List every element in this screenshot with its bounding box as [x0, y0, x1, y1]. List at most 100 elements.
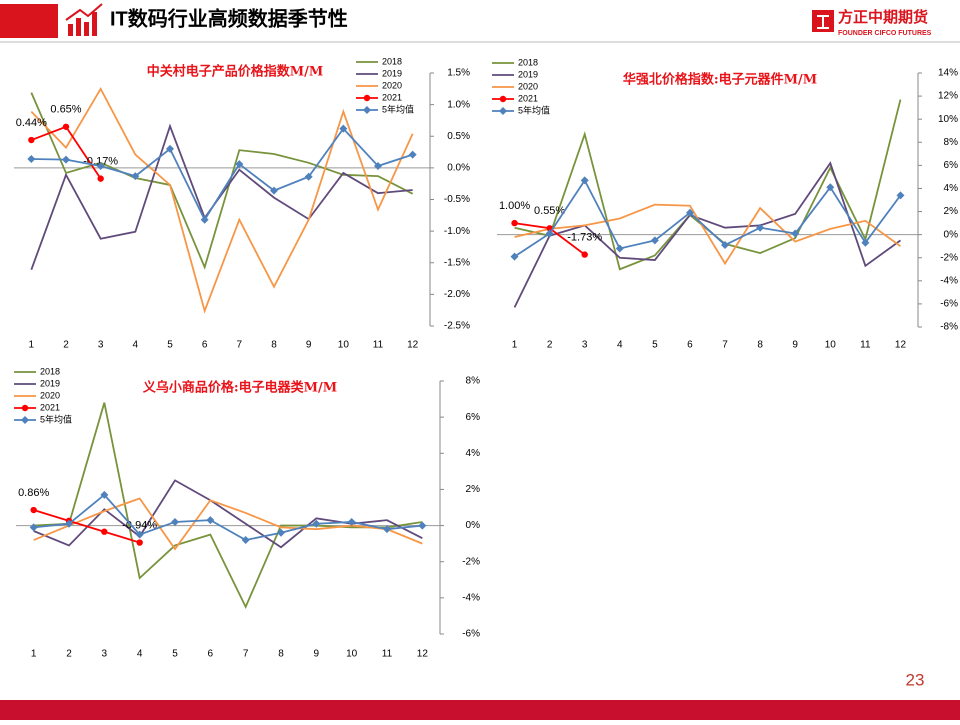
- marker: [383, 525, 391, 534]
- marker: [861, 238, 870, 247]
- y-tick-label: 6%: [466, 412, 481, 423]
- x-tick-label: 10: [338, 340, 350, 351]
- marker: [312, 519, 321, 528]
- marker: [200, 215, 209, 224]
- x-tick-label: 2: [66, 649, 72, 660]
- legend-label: 2018: [518, 57, 538, 67]
- marker: [131, 172, 140, 181]
- y-tick-label: 1.5%: [447, 68, 470, 79]
- x-tick-label: 12: [895, 340, 907, 351]
- legend-label: 2019: [40, 378, 60, 388]
- marker: [206, 516, 215, 525]
- legend-label: 2021: [518, 93, 538, 103]
- legend-label: 2020: [40, 390, 60, 400]
- y-tick-label: -2%: [462, 556, 480, 567]
- series-line: [514, 203, 901, 266]
- y-tick-label: 2%: [944, 206, 959, 217]
- marker: [28, 136, 35, 144]
- series-line: [514, 178, 902, 258]
- marker: [97, 175, 104, 182]
- x-tick-label: 3: [98, 340, 104, 351]
- y-tick-label: -1.0%: [444, 226, 470, 237]
- x-tick-label: 2: [63, 340, 69, 351]
- logo-glyph: [817, 15, 829, 29]
- y-tick-label: 8%: [944, 137, 959, 148]
- legend-label: 5年均值: [382, 103, 414, 114]
- x-tick-label: 4: [137, 649, 143, 660]
- y-tick-label: -2%: [940, 252, 958, 263]
- marker: [21, 404, 29, 412]
- marker: [347, 517, 356, 526]
- y-tick-label: 2%: [466, 484, 481, 495]
- marker: [29, 523, 38, 532]
- marker: [499, 95, 507, 103]
- x-tick-label: 6: [208, 649, 214, 660]
- marker: [339, 124, 348, 133]
- y-tick-label: -6%: [940, 299, 958, 310]
- y-tick-label: 1.0%: [447, 99, 470, 110]
- legend-label: 2021: [40, 402, 60, 412]
- series-line: [33, 402, 423, 610]
- marker: [581, 251, 588, 258]
- x-tick-label: 10: [346, 649, 358, 660]
- marker: [510, 252, 519, 261]
- legend-label: 2018: [382, 56, 402, 66]
- series-line: [33, 509, 140, 544]
- marker: [304, 172, 313, 181]
- marker: [650, 236, 659, 245]
- series-line: [30, 86, 414, 314]
- marker: [65, 519, 73, 528]
- y-tick-label: -8%: [940, 322, 958, 333]
- data-label: 1.00%: [499, 200, 530, 212]
- x-tick-label: 12: [417, 649, 429, 660]
- marker: [408, 150, 417, 159]
- y-tick-label: 0%: [466, 520, 481, 531]
- marker: [30, 506, 37, 514]
- x-tick-label: 11: [382, 649, 393, 660]
- marker: [499, 107, 507, 115]
- marker: [896, 191, 905, 200]
- x-tick-label: 4: [617, 340, 623, 351]
- x-tick-label: 9: [314, 649, 320, 660]
- marker: [100, 490, 109, 499]
- x-tick-label: 12: [407, 340, 419, 351]
- marker: [241, 536, 250, 545]
- data-label: 0.86%: [18, 487, 49, 499]
- x-tick-label: 3: [582, 340, 588, 351]
- marker: [363, 94, 371, 102]
- legend-label: 2020: [382, 80, 402, 90]
- data-label: 0.55%: [534, 205, 565, 217]
- legend-label: 2018: [40, 366, 60, 376]
- marker: [62, 123, 70, 130]
- marker: [21, 416, 29, 424]
- marker: [363, 106, 371, 114]
- marker: [756, 223, 765, 232]
- legend-label: 2020: [518, 81, 538, 91]
- header-icon: [65, 3, 103, 36]
- marker: [27, 155, 36, 164]
- series-line: [30, 123, 413, 271]
- marker: [545, 229, 554, 238]
- series-line: [33, 479, 423, 549]
- logo-sub: FOUNDER CIFCO FUTURES: [838, 30, 932, 37]
- series-line: [513, 161, 901, 308]
- x-tick-label: 9: [306, 340, 312, 351]
- marker: [136, 539, 143, 546]
- y-tick-label: -2.0%: [444, 289, 470, 300]
- data-label: -0.94%: [122, 519, 157, 531]
- legend-label: 5年均值: [518, 104, 550, 115]
- x-tick-label: 10: [825, 340, 837, 351]
- x-tick-label: 7: [243, 649, 249, 660]
- x-tick-label: 9: [792, 340, 798, 351]
- marker: [374, 161, 382, 170]
- marker: [235, 160, 244, 169]
- y-tick-label: 0.5%: [447, 131, 470, 142]
- series-line: [31, 127, 413, 222]
- data-label: -1.73%: [567, 232, 602, 244]
- data-label: 0.44%: [16, 117, 47, 129]
- y-tick-label: -4%: [462, 592, 480, 603]
- x-tick-label: 6: [202, 340, 208, 351]
- x-tick-label: 5: [652, 340, 658, 351]
- y-tick-label: 12%: [938, 91, 958, 102]
